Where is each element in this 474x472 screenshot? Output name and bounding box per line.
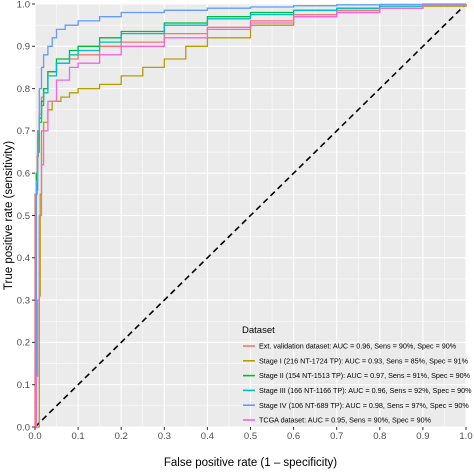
x-tick-label: 0.4 [201, 431, 214, 442]
x-tick-label: 1.0 [459, 431, 472, 442]
legend-label: Ext. validation dataset: AUC = 0.96, Sen… [259, 342, 457, 351]
roc-curves [34, 3, 467, 428]
y-tick-label: 1.0 [17, 0, 30, 10]
legend: Dataset Ext. validation dataset: AUC = 0… [242, 325, 472, 425]
legend-title: Dataset [242, 325, 275, 336]
legend-label: Stage I (216 NT-1724 TP): AUC = 0.93, Se… [259, 356, 469, 365]
roc-curve-6 [35, 4, 467, 428]
y-tick-label: 0.8 [17, 84, 30, 95]
y-tick-label: 0.5 [17, 211, 30, 222]
y-tick-label: 0.6 [17, 169, 30, 180]
x-tick-label: 0.6 [287, 431, 300, 442]
legend-label: Stage II (154 NT-1513 TP): AUC = 0.97, S… [259, 371, 471, 380]
legend-items: Ext. validation dataset: AUC = 0.96, Sen… [243, 342, 472, 425]
x-axis-ticks: 0.0 0.1 0.2 0.3 0.4 0.5 0.6 0.7 0.8 0.9 1.0 [28, 427, 473, 442]
y-tick-label: 0.4 [17, 253, 30, 264]
y-tick-label: 0.9 [17, 42, 30, 53]
y-tick-label: 0.3 [17, 295, 30, 306]
x-tick-label: 0.1 [71, 431, 84, 442]
legend-label: Stage IV (106 NT-689 TP): AUC = 0.98, Se… [259, 401, 469, 410]
x-axis-title: False positive rate (1 – specificity) [164, 457, 337, 469]
y-tick-label: 0.0 [17, 422, 30, 433]
legend-label: TCGA dataset: AUC = 0.95, Sens = 90%, Sp… [259, 416, 432, 425]
y-tick-label: 0.7 [17, 126, 30, 137]
reference-diagonal [34, 3, 467, 428]
x-tick-label: 0.8 [373, 431, 386, 442]
legend-label: Stage III (166 NT-1166 TP): AUC = 0.96, … [259, 386, 472, 395]
y-axis-title: True positive rate (sensitivity) [3, 141, 15, 290]
y-tick-label: 0.1 [17, 380, 30, 391]
x-tick-label: 0.7 [330, 431, 343, 442]
reference-diagonal-line [34, 3, 467, 428]
x-tick-label: 0.3 [158, 431, 171, 442]
roc-curve-5 [35, 3, 466, 428]
x-tick-label: 0.2 [115, 431, 128, 442]
x-tick-label: 0.0 [28, 431, 41, 442]
y-tick-label: 0.2 [17, 338, 30, 349]
y-axis-ticks: 0.0 0.1 0.2 0.3 0.4 0.5 0.6 0.7 0.8 0.9 1.0 [17, 0, 35, 433]
x-tick-label: 0.9 [416, 431, 429, 442]
roc-curve-4 [35, 4, 467, 428]
x-tick-label: 0.5 [244, 431, 257, 442]
